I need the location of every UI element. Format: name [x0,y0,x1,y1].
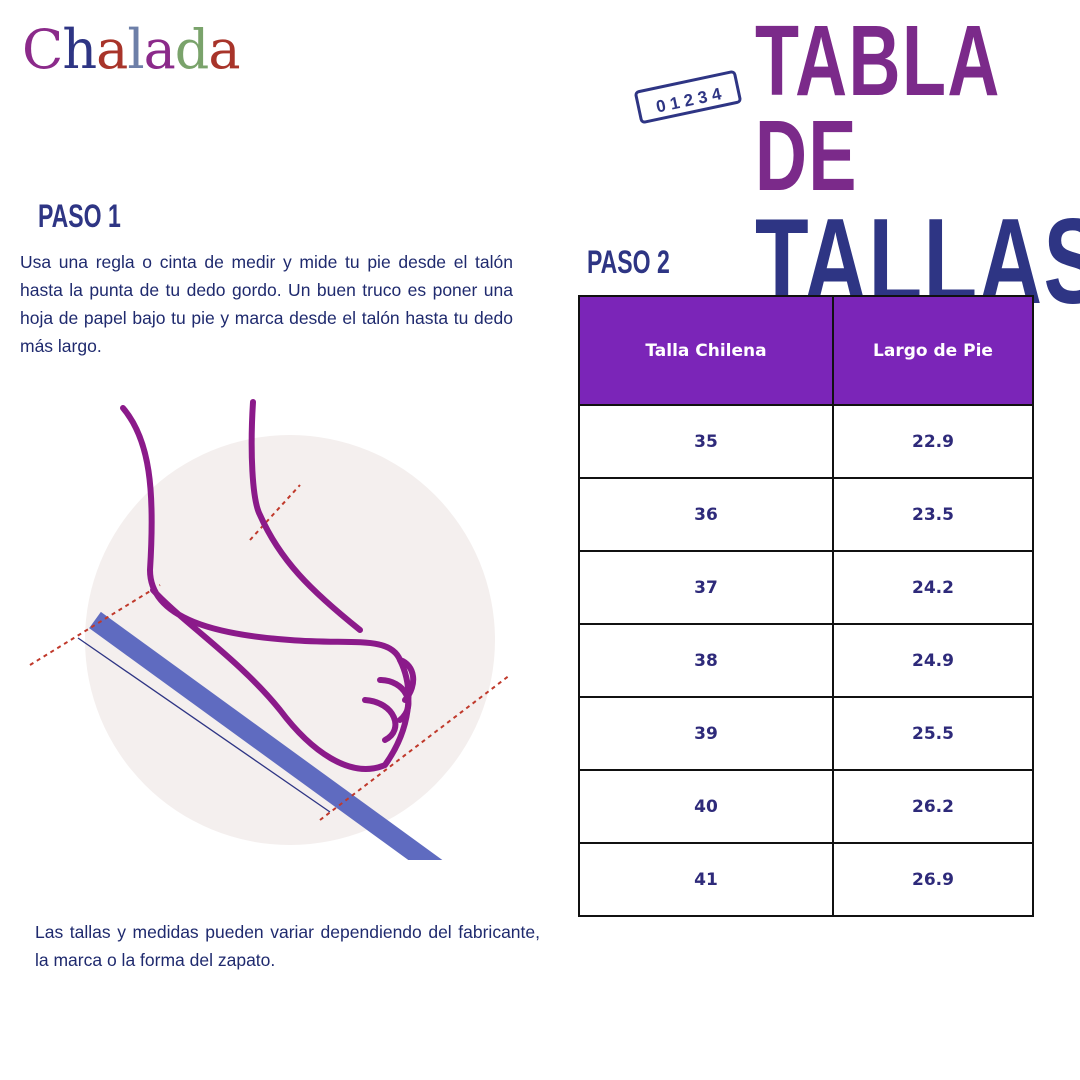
table-row: 40 26.2 [578,769,1034,844]
table-row: 35 22.9 [578,404,1034,479]
header-talla-chilena: Talla Chilena [578,295,834,406]
disclaimer-note: Las tallas y medidas pueden variar depen… [35,922,540,970]
table-header-row: Talla Chilena Largo de Pie [578,295,1034,406]
logo-letter: d [174,18,210,81]
size-cell: 41 [578,842,834,917]
ruler-drawing [89,611,453,860]
foot-length-cell: 26.2 [832,769,1034,844]
size-cell: 39 [578,696,834,771]
foot-length-cell: 25.5 [832,696,1034,771]
size-cell: 36 [578,477,834,552]
logo-letter: l [127,18,144,81]
size-cell: 35 [578,404,834,479]
logo-letter: a [143,18,176,81]
step2-heading: PASO 2 [587,244,670,280]
foot-toes [248,399,417,743]
size-cell: 38 [578,623,834,698]
size-cell: 37 [578,550,834,625]
size-table: Talla Chilena Largo de Pie 35 22.9 36 23.5 3… [578,295,1034,917]
foot-length-cell: 26.9 [832,842,1034,917]
page-title: TABLA DE TALLAS [755,5,1080,322]
table-row: 38 24.9 [578,623,1034,698]
size-cell: 40 [578,769,834,844]
logo-letter: a [208,18,240,81]
header-largo-de-pie: Largo de Pie [832,295,1034,406]
table-row: 37 24.2 [578,550,1034,625]
foot-length-cell: 24.2 [832,550,1034,625]
step1-heading: PASO 1 [38,198,121,234]
logo-letter: h [62,18,97,81]
table-row: 39 25.5 [578,696,1034,771]
ruler-icon: 0 1 2 3 4 [633,69,743,125]
measurement-arrow [77,637,331,813]
foot-length-cell: 23.5 [832,477,1034,552]
foot-outline [120,405,412,772]
logo-letter: a [96,18,128,81]
foot-length-cell: 24.9 [832,623,1034,698]
step1-text: Usa una regla o cinta de medir y mide tu… [20,252,513,356]
foot-measure-illustration [29,399,511,860]
table-row: 36 23.5 [578,477,1034,552]
logo-letter: C [22,18,63,81]
foot-length-cell: 22.9 [832,404,1034,479]
chalada-logo: Chalada [22,18,241,81]
title-line-1: TABLA DE [755,5,999,212]
heel-guide-line [29,584,161,666]
table-row: 41 26.9 [578,842,1034,917]
